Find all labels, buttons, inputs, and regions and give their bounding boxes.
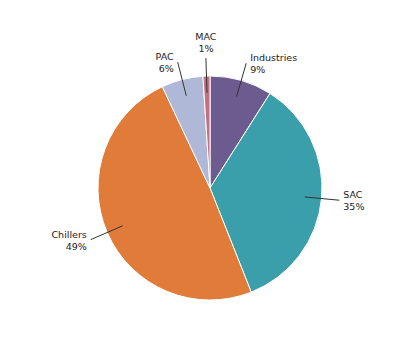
leader-line xyxy=(91,226,123,240)
data-label: SAC35% xyxy=(343,189,364,212)
label-category: PAC xyxy=(156,51,174,62)
label-category: Industries xyxy=(250,52,297,63)
pie xyxy=(98,76,322,300)
label-category: MAC xyxy=(195,31,217,42)
labels: Industries9% SAC35% Chillers49% PAC6% MAC1% xyxy=(51,31,364,251)
label-category: Chillers xyxy=(51,229,86,240)
chart: Industries9% SAC35% Chillers49% PAC6% MAC1% xyxy=(0,0,420,350)
leader-line xyxy=(305,197,340,200)
data-label: Chillers49% xyxy=(51,229,86,252)
label-value: 9% xyxy=(250,64,265,75)
data-label: Industries9% xyxy=(250,52,297,75)
label-value: 49% xyxy=(66,241,87,252)
data-label: MAC1% xyxy=(195,31,217,54)
label-value: 6% xyxy=(159,63,174,74)
leader-line xyxy=(178,62,187,96)
leader-line xyxy=(206,58,207,93)
data-label: PAC6% xyxy=(156,51,174,74)
leader-line xyxy=(237,63,247,96)
pie-slice xyxy=(98,87,251,300)
pie-slice xyxy=(203,76,210,188)
label-category: SAC xyxy=(343,189,363,200)
label-value: 1% xyxy=(198,43,213,54)
pie-slice xyxy=(162,76,210,188)
label-value: 35% xyxy=(343,201,364,212)
